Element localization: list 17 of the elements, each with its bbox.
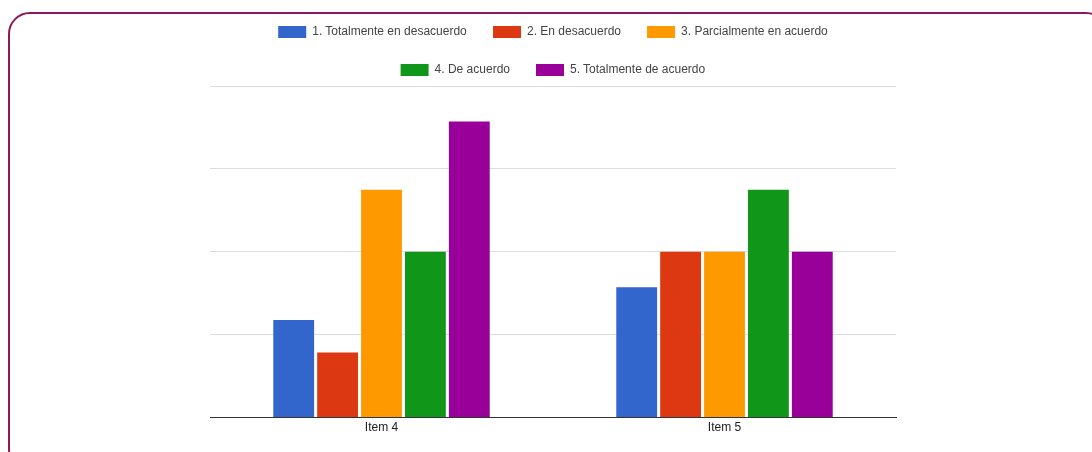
bar [616, 287, 658, 418]
bar [791, 251, 833, 418]
x-tick-label: Item 4 [364, 420, 399, 435]
bar [660, 251, 702, 418]
x-tick-label: Item 5 [707, 420, 742, 435]
bar [448, 121, 490, 418]
legend-label: 3. Parcialmente en acuerdo [681, 24, 829, 39]
bar [317, 352, 359, 418]
legend-label: 4. De acuerdo [434, 62, 511, 77]
bar [361, 189, 402, 418]
legend-label: 1. Totalmente en desacuerdo [312, 24, 468, 39]
bar [404, 251, 446, 418]
bar [747, 189, 789, 418]
legend-label: 2. En desacuerdo [526, 24, 622, 39]
bar [273, 319, 315, 418]
bar [704, 251, 745, 418]
legend-label: 5. Totalmente de acuerdo [569, 62, 706, 77]
